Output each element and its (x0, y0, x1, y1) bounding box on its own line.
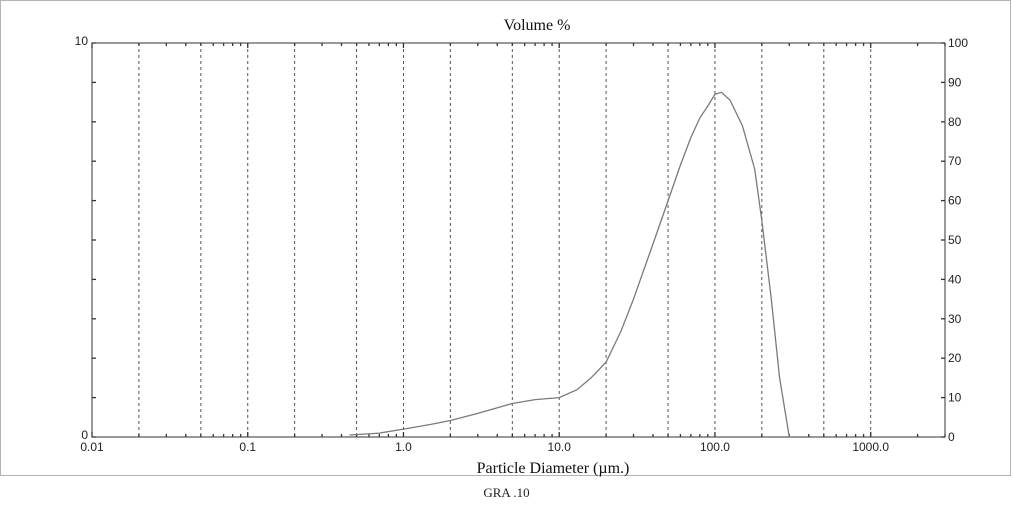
y-right-tick-label: 60 (948, 194, 962, 208)
y-right-tick-label: 70 (948, 154, 962, 168)
x-tick-label: 0.01 (80, 440, 104, 454)
x-tick-label: 0.1 (239, 440, 256, 454)
x-tick-label: 1000.0 (852, 440, 889, 454)
y-right-tick-label: 10 (948, 391, 962, 405)
y-right-tick-label: 100 (948, 36, 968, 50)
y-right-tick-label: 30 (948, 312, 962, 326)
chart-title: Volume % (504, 17, 571, 34)
y-right-tick-label: 80 (948, 115, 962, 129)
x-tick-label: 100.0 (700, 440, 730, 454)
chart-frame (0, 0, 1011, 476)
y-left-tick-label: 10 (75, 34, 89, 48)
y-right-tick-label: 90 (948, 75, 962, 89)
y-right-tick-label: 40 (948, 272, 962, 286)
y-right-tick-label: 0 (948, 430, 955, 444)
gridlines (138, 43, 872, 437)
x-tick-label: 1.0 (395, 440, 412, 454)
axis-ticks (91, 42, 946, 438)
x-axis-label: Particle Diameter (µm.) (477, 460, 630, 477)
y-right-tick-label: 20 (948, 351, 962, 365)
volume-distribution-line (349, 91, 790, 438)
x-tick-label: 10.0 (548, 440, 572, 454)
y-right-tick-label: 50 (948, 233, 962, 247)
y-left-tick-label: 0 (81, 428, 88, 442)
plot-area (91, 42, 946, 438)
figure-caption: GRA .10 (483, 485, 530, 500)
